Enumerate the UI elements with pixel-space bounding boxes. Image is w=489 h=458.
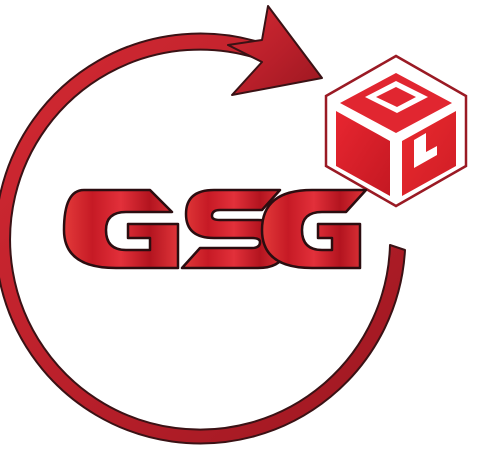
circular-arrow-icon	[0, 5, 406, 445]
letter-g-left	[62, 188, 180, 270]
package-box-icon	[324, 54, 468, 208]
letter-g-right	[260, 188, 368, 270]
gsg-wordmark	[62, 188, 368, 270]
letter-s	[180, 188, 288, 270]
